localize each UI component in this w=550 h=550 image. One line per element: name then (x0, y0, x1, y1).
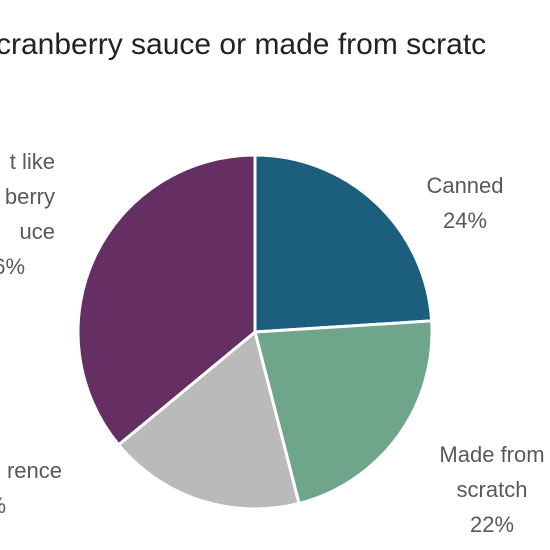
slice-label: uce (20, 219, 55, 244)
chart-title: cranberry sauce or made from scratc (0, 28, 486, 61)
slice-label: scratch (457, 477, 528, 502)
pie-slice (253, 319, 434, 506)
slice-label: berry (5, 184, 55, 209)
pie-slice (76, 153, 257, 447)
slice-value-label: 24% (443, 208, 487, 233)
slice-label: rence (7, 458, 62, 483)
slice-label: Made from (439, 442, 544, 467)
pie-slice (253, 153, 434, 334)
slice-value-label: 6% (0, 254, 25, 279)
slice-label: Canned (426, 173, 503, 198)
slice-value-label: 22% (470, 512, 514, 537)
slice-value-label: % (0, 493, 6, 518)
pie-slice (116, 329, 301, 511)
slice-label: t like (10, 149, 55, 174)
